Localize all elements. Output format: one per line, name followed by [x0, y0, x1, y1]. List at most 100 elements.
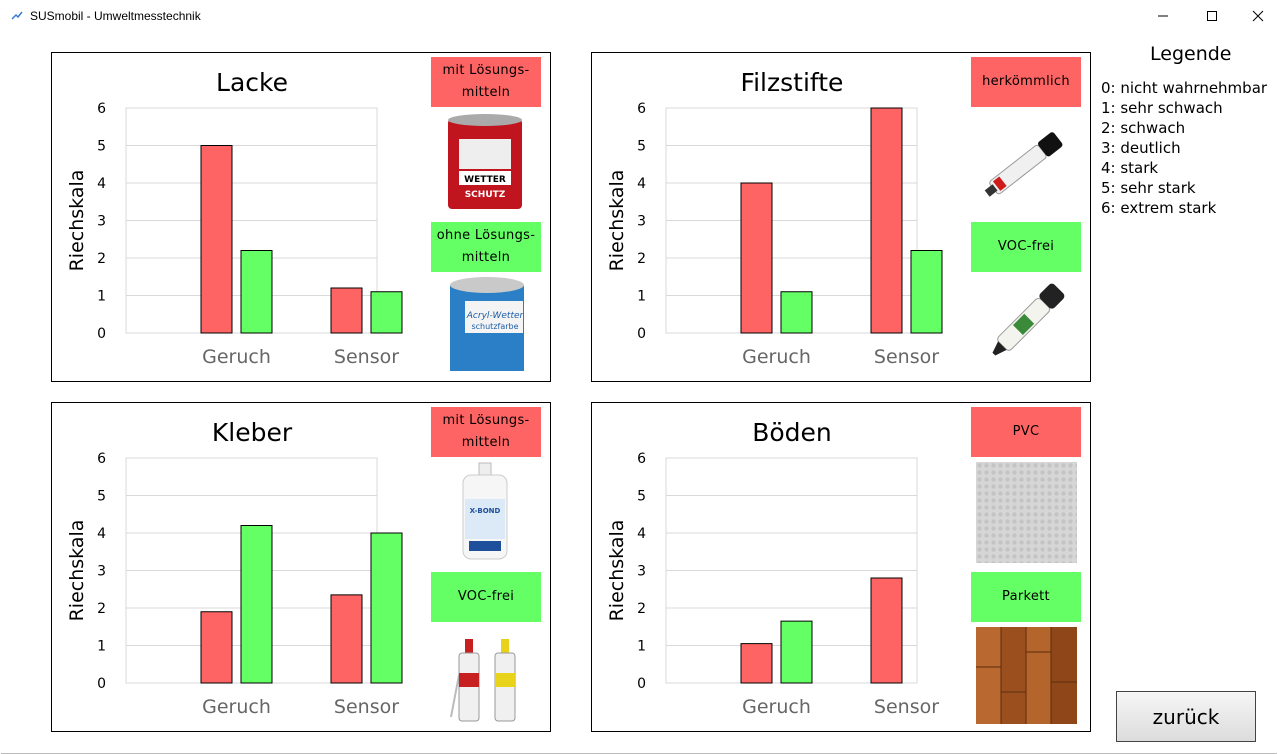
panel-boeden: 0 1 2 3 4 5 6 Riechskala Geruch Sensor Böden PVC …: [591, 402, 1091, 732]
badge-parkett: Parkett: [971, 572, 1081, 622]
chart-kleber: 0 1 2 3 4 5 6 Riechskala Geruch Sensor: [66, 451, 403, 718]
window-titlebar: SUSmobil - Umweltmesstechnik: [0, 0, 1278, 32]
bar: [870, 107, 903, 334]
x-category-label: Geruch: [202, 346, 271, 368]
y-tick-label: 1: [97, 639, 106, 655]
window-title: SUSmobil - Umweltmesstechnik: [30, 9, 201, 23]
legend-item: 5: sehr stark: [1101, 179, 1196, 197]
x-category-label: Sensor: [334, 346, 399, 368]
badge-line: mitteln: [461, 85, 511, 100]
back-button[interactable]: zurück: [1116, 691, 1256, 742]
svg-text:WETTER: WETTER: [464, 175, 506, 185]
y-tick-label: 4: [637, 176, 646, 192]
y-tick-label: 0: [637, 676, 646, 692]
panel-lacke: 0 1 2 3 4 5 6 Riechskala Geruch Sensor Lacke mit …: [51, 52, 551, 382]
y-tick-label: 1: [97, 289, 106, 305]
bar: [780, 620, 813, 684]
y-tick-label: 3: [97, 564, 106, 580]
y-tick-label: 2: [637, 251, 646, 267]
bar: [740, 643, 773, 684]
badge-line: Parkett: [1002, 589, 1050, 604]
panel-title: Kleber: [211, 418, 293, 447]
badge-mit-loesungsmitteln: mit Lösungs-mitteln: [431, 57, 541, 107]
y-tick-label: 6: [637, 451, 646, 467]
glue-bottle-image: X-BOND: [462, 462, 508, 560]
bar: [370, 532, 403, 684]
bar: [200, 611, 233, 684]
badge-line: mit Lösungs-: [442, 63, 530, 78]
panel-title: Lacke: [216, 68, 288, 97]
panel-filzstifte: 0 1 2 3 4 5 6 Riechskala Geruch Sensor Filzstifte…: [591, 52, 1091, 382]
y-tick-label: 5: [637, 139, 646, 155]
y-tick-label: 3: [637, 564, 646, 580]
bar: [200, 145, 233, 334]
x-category-label: Geruch: [742, 346, 811, 368]
y-tick-label: 6: [637, 101, 646, 117]
chart-boeden: 0 1 2 3 4 5 6 Riechskala Geruch Sensor: [606, 451, 939, 718]
y-tick-label: 5: [637, 489, 646, 505]
badge-line: mit Lösungs-: [442, 413, 530, 428]
y-tick-label: 0: [97, 676, 106, 692]
chart-lacke: 0 1 2 3 4 5 6 Riechskala Geruch Sensor: [66, 101, 403, 368]
badge-voc-frei: VOC-frei: [971, 222, 1081, 272]
badge-line: ohne Lösungs-: [436, 228, 536, 243]
badge-line: VOC-frei: [457, 589, 515, 604]
badge-line: mitteln: [461, 250, 511, 265]
glue-tubes-image: [450, 639, 516, 722]
y-tick-label: 0: [637, 326, 646, 342]
pvc-floor-texture: [976, 462, 1077, 563]
maximize-button[interactable]: [1189, 0, 1235, 32]
bar: [240, 525, 273, 684]
badge-line: mitteln: [461, 435, 511, 450]
legend-list: 0: nicht wahrnehmbar 1: sehr schwach 2: …: [1101, 78, 1267, 218]
legend-item: 0: nicht wahrnehmbar: [1101, 79, 1268, 97]
bar: [370, 291, 403, 334]
y-tick-label: 3: [97, 214, 106, 230]
bar: [330, 594, 363, 684]
y-tick-label: 3: [637, 214, 646, 230]
panel-kleber: 0 1 2 3 4 5 6 Riechskala Geruch Sensor Kleber mit…: [51, 402, 551, 732]
badge-line: PVC: [1012, 424, 1040, 439]
legend-item: 1: sehr schwach: [1101, 99, 1223, 117]
svg-text:X-BOND: X-BOND: [470, 507, 501, 515]
badge-voc-frei: VOC-frei: [431, 572, 541, 622]
y-tick-label: 4: [637, 526, 646, 542]
y-axis-label: Riechskala: [66, 170, 88, 272]
x-category-label: Sensor: [874, 696, 939, 718]
minimize-button[interactable]: [1140, 0, 1186, 32]
badge-herkoemmlich: herkömmlich: [971, 57, 1081, 107]
minimize-icon: [1158, 15, 1168, 17]
y-tick-label: 6: [97, 101, 106, 117]
badge-line: VOC-frei: [997, 239, 1055, 254]
legend-item: 2: schwach: [1101, 119, 1186, 137]
y-tick-label: 2: [97, 251, 106, 267]
legend-item: 3: deutlich: [1101, 139, 1181, 157]
app-icon: [11, 11, 23, 20]
y-tick-label: 1: [637, 639, 646, 655]
bar: [740, 182, 773, 334]
x-category-label: Geruch: [742, 696, 811, 718]
badge-pvc: PVC: [971, 407, 1081, 457]
x-category-label: Sensor: [874, 346, 939, 368]
y-tick-label: 6: [97, 451, 106, 467]
y-axis-label: Riechskala: [606, 170, 628, 272]
wetterschutz-paint-can-image: WETTER SCHUTZ: [448, 114, 522, 209]
red-marker-image: [984, 132, 1063, 197]
chart-filzstifte: 0 1 2 3 4 5 6 Riechskala Geruch Sensor: [606, 101, 943, 368]
y-tick-label: 2: [97, 601, 106, 617]
badge-ohne-loesungsmitteln: ohne Lösungs-mitteln: [431, 222, 541, 272]
y-axis-label: Riechskala: [66, 520, 88, 622]
close-button[interactable]: [1235, 0, 1278, 32]
bar: [910, 250, 943, 334]
panel-title: Böden: [752, 418, 832, 447]
svg-text:schutzfarbe: schutzfarbe: [471, 322, 518, 331]
y-tick-label: 4: [97, 176, 106, 192]
badge-line: herkömmlich: [982, 74, 1070, 89]
bar: [330, 287, 363, 334]
x-category-label: Geruch: [202, 696, 271, 718]
legend-title: Legende: [1150, 43, 1232, 65]
bar: [870, 577, 903, 684]
bar: [240, 250, 273, 334]
y-tick-label: 4: [97, 526, 106, 542]
svg-text:SCHUTZ: SCHUTZ: [465, 190, 506, 200]
